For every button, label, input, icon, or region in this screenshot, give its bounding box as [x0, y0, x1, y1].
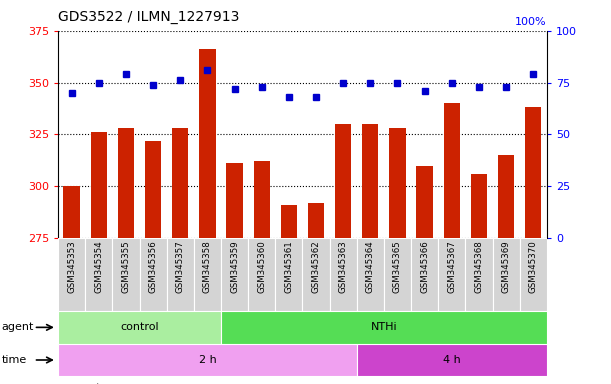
Bar — [118, 128, 134, 238]
Bar — [227, 164, 243, 238]
FancyBboxPatch shape — [329, 238, 357, 311]
Text: control: control — [120, 322, 159, 333]
Text: 100%: 100% — [515, 17, 547, 26]
FancyBboxPatch shape — [85, 238, 112, 311]
Text: GSM345366: GSM345366 — [420, 240, 429, 293]
FancyBboxPatch shape — [167, 238, 194, 311]
FancyBboxPatch shape — [58, 238, 85, 311]
FancyBboxPatch shape — [139, 238, 167, 311]
Text: 2 h: 2 h — [199, 355, 216, 365]
Bar — [362, 124, 378, 238]
Bar — [64, 186, 80, 238]
Text: GSM345355: GSM345355 — [122, 240, 130, 293]
Text: GSM345365: GSM345365 — [393, 240, 402, 293]
Bar — [90, 132, 107, 238]
FancyBboxPatch shape — [248, 238, 276, 311]
FancyBboxPatch shape — [58, 344, 357, 376]
FancyBboxPatch shape — [276, 238, 302, 311]
Text: GDS3522 / ILMN_1227913: GDS3522 / ILMN_1227913 — [58, 10, 240, 23]
FancyBboxPatch shape — [411, 238, 438, 311]
Text: GSM345370: GSM345370 — [529, 240, 538, 293]
Bar — [389, 128, 406, 238]
FancyBboxPatch shape — [466, 238, 492, 311]
Text: GSM345368: GSM345368 — [475, 240, 483, 293]
FancyBboxPatch shape — [221, 311, 547, 344]
Bar — [172, 128, 188, 238]
Text: count: count — [69, 383, 101, 384]
Text: GSM345361: GSM345361 — [284, 240, 293, 293]
Text: GSM345369: GSM345369 — [502, 240, 511, 293]
Bar — [199, 50, 216, 238]
Text: GSM345367: GSM345367 — [447, 240, 456, 293]
Bar — [280, 205, 297, 238]
FancyBboxPatch shape — [221, 238, 248, 311]
Bar — [254, 161, 270, 238]
Bar — [417, 166, 433, 238]
FancyBboxPatch shape — [438, 238, 466, 311]
Text: GSM345357: GSM345357 — [176, 240, 185, 293]
Bar — [525, 108, 541, 238]
Text: agent: agent — [2, 322, 34, 333]
FancyBboxPatch shape — [357, 238, 384, 311]
FancyBboxPatch shape — [112, 238, 139, 311]
Text: GSM345353: GSM345353 — [67, 240, 76, 293]
FancyBboxPatch shape — [492, 238, 520, 311]
Bar — [308, 203, 324, 238]
Text: GSM345362: GSM345362 — [312, 240, 321, 293]
Bar — [498, 155, 514, 238]
Text: 4 h: 4 h — [443, 355, 461, 365]
Bar — [471, 174, 487, 238]
FancyBboxPatch shape — [357, 344, 547, 376]
Bar — [145, 141, 161, 238]
Text: GSM345364: GSM345364 — [366, 240, 375, 293]
Text: GSM345360: GSM345360 — [257, 240, 266, 293]
Text: GSM345356: GSM345356 — [148, 240, 158, 293]
FancyBboxPatch shape — [58, 311, 221, 344]
FancyBboxPatch shape — [384, 238, 411, 311]
Text: GSM345358: GSM345358 — [203, 240, 212, 293]
FancyBboxPatch shape — [194, 238, 221, 311]
Text: NTHi: NTHi — [371, 322, 397, 333]
Bar — [444, 103, 460, 238]
Text: GSM345354: GSM345354 — [94, 240, 103, 293]
FancyBboxPatch shape — [520, 238, 547, 311]
Text: time: time — [2, 355, 27, 365]
Bar — [335, 124, 351, 238]
FancyBboxPatch shape — [302, 238, 329, 311]
Text: GSM345363: GSM345363 — [338, 240, 348, 293]
Text: GSM345359: GSM345359 — [230, 240, 239, 293]
